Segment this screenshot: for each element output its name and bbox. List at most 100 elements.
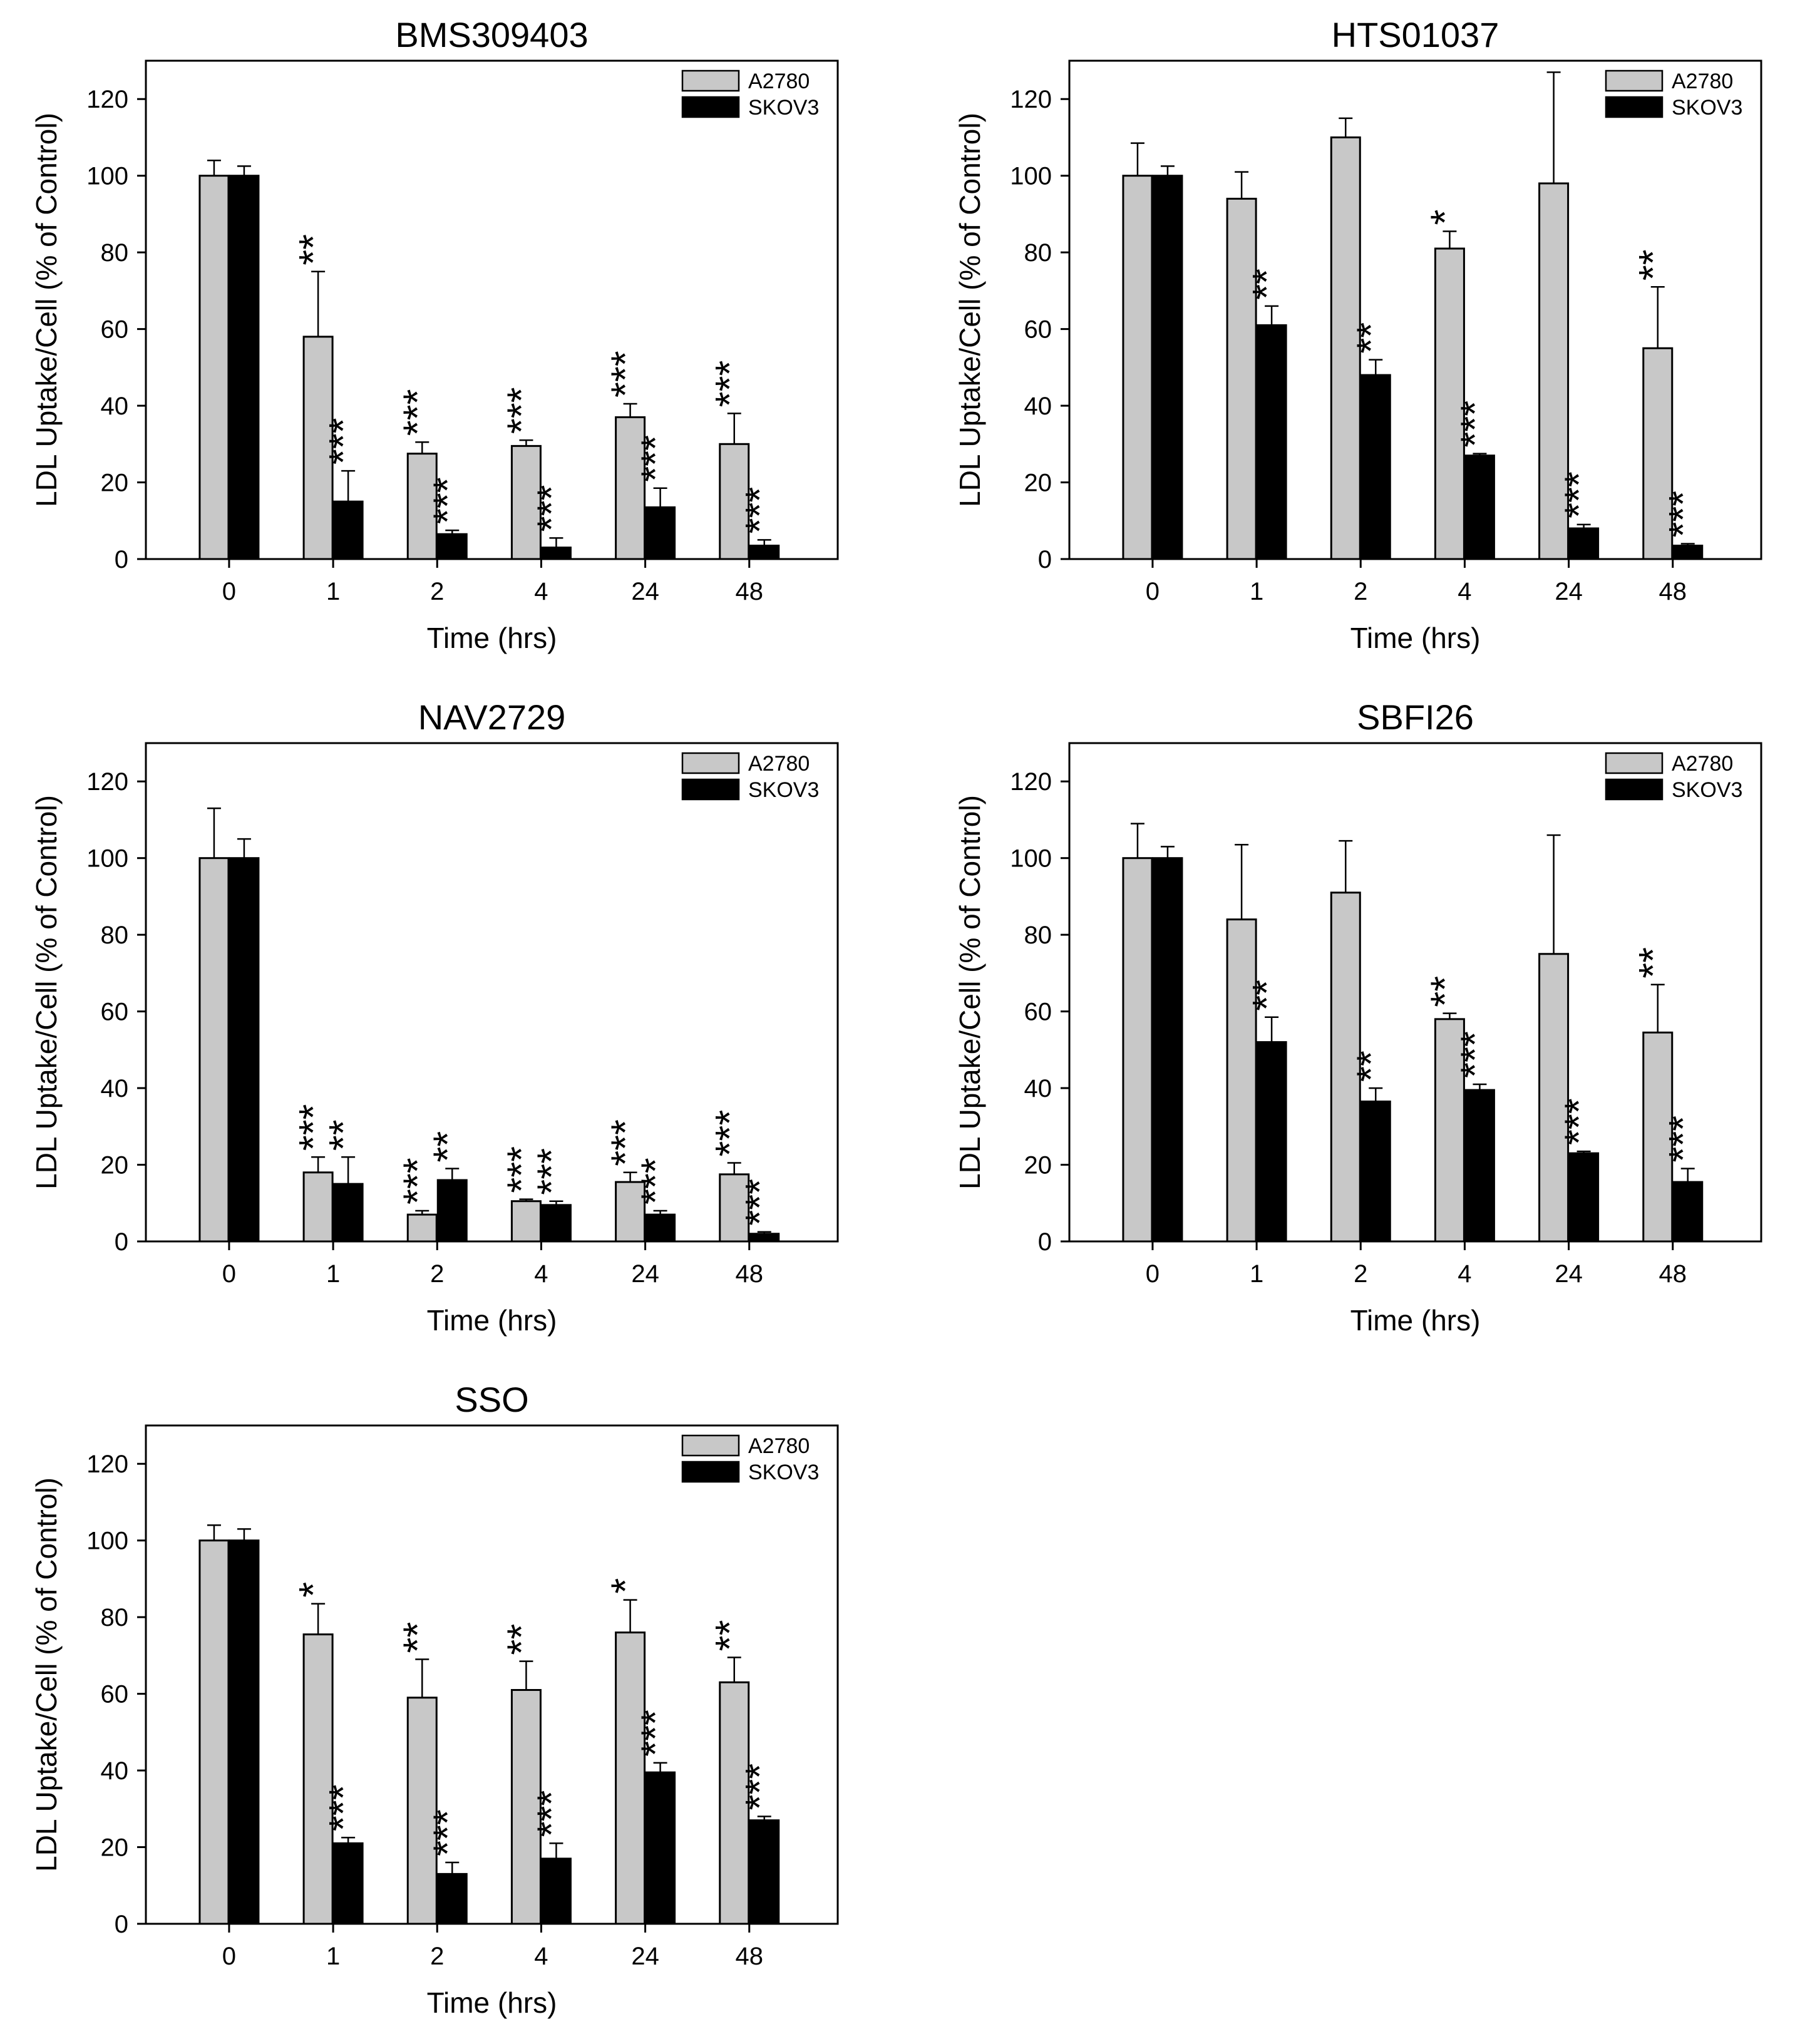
- y-axis-label: LDL Uptake/Cell (% of Control): [30, 795, 63, 1189]
- legend-swatch-skov3: [681, 778, 740, 801]
- y-tick-label: 100: [1010, 845, 1052, 873]
- x-axis-label: Time (hrs): [427, 1986, 557, 2019]
- bar-skov3: [749, 1819, 780, 1925]
- x-tick-label: 1: [1250, 578, 1263, 605]
- legend-label-a2780: A2780: [748, 1434, 810, 1458]
- bar-skov3: [645, 506, 676, 560]
- bar-a2780: [1122, 175, 1153, 560]
- bar-a2780: [406, 1697, 438, 1925]
- legend-swatch-a2780: [1605, 69, 1664, 92]
- bar-a2780: [1642, 347, 1674, 560]
- significance-stars-skov3: ***: [633, 435, 678, 482]
- legend-swatch-a2780: [681, 752, 740, 774]
- x-tick-label: 2: [430, 578, 444, 605]
- plot-frame: [1068, 59, 1762, 560]
- significance-stars-a2780: ***: [603, 351, 648, 398]
- significance-stars-skov3: ***: [1556, 1098, 1602, 1145]
- significance-stars-skov3: ***: [633, 1158, 678, 1204]
- significance-stars-skov3: ***: [633, 1710, 678, 1757]
- bar-a2780: [510, 1200, 542, 1243]
- significance-stars-skov3: ***: [424, 1809, 470, 1856]
- plot-frame: [1068, 742, 1762, 1243]
- legend-swatch-skov3: [1605, 96, 1664, 118]
- bar-a2780: [406, 453, 438, 560]
- bar-skov3: [540, 1204, 572, 1243]
- y-tick-label: 20: [101, 1834, 129, 1862]
- significance-stars-a2780: **: [394, 1622, 440, 1653]
- y-tick-label: 120: [86, 768, 128, 796]
- y-tick-label: 100: [1010, 163, 1052, 190]
- significance-stars-a2780: **: [498, 1624, 543, 1655]
- x-tick-label: 4: [1458, 1260, 1471, 1288]
- significance-stars-skov3: **: [321, 1119, 366, 1151]
- bar-skov3: [540, 547, 572, 560]
- y-tick-label: 40: [101, 1757, 129, 1785]
- x-axis-label: Time (hrs): [427, 622, 557, 654]
- bar-skov3: [1256, 1041, 1287, 1243]
- significance-stars-skov3: ***: [737, 1179, 782, 1226]
- significance-stars-skov3: ***: [321, 1785, 366, 1832]
- x-tick-label: 1: [1250, 1260, 1263, 1288]
- plot-frame: [145, 59, 839, 560]
- x-tick-label: 0: [1146, 578, 1160, 605]
- bar-skov3: [1152, 857, 1183, 1243]
- chart-title: SBFI26: [1357, 697, 1474, 737]
- bar-a2780: [1122, 857, 1153, 1243]
- y-axis-label: LDL Uptake/Cell (% of Control): [954, 113, 986, 507]
- x-axis-label: Time (hrs): [1350, 622, 1481, 654]
- significance-stars-skov3: ***: [1660, 1116, 1705, 1163]
- y-tick-label: 0: [115, 1911, 128, 1938]
- x-tick-label: 2: [430, 1260, 444, 1288]
- bar-skov3: [749, 1233, 780, 1243]
- significance-stars-a2780: **: [707, 1620, 752, 1651]
- x-axis-label: Time (hrs): [427, 1304, 557, 1337]
- significance-stars-a2780: ***: [707, 1110, 752, 1157]
- bar-skov3: [436, 1872, 468, 1925]
- x-tick-label: 4: [534, 1943, 548, 1970]
- significance-stars-skov3: ***: [1556, 471, 1602, 518]
- x-axis-label: Time (hrs): [1350, 1304, 1481, 1337]
- bar-a2780: [719, 1681, 750, 1925]
- x-tick-label: 48: [736, 1260, 764, 1288]
- bar-a2780: [1538, 953, 1570, 1243]
- plot-frame: [145, 742, 839, 1243]
- bar-a2780: [615, 1631, 646, 1925]
- bar-a2780: [302, 1171, 334, 1243]
- significance-stars-skov3: **: [1348, 322, 1393, 354]
- x-tick-label: 1: [326, 1260, 340, 1288]
- y-tick-label: 0: [115, 1228, 128, 1256]
- x-tick-label: 1: [326, 1943, 340, 1970]
- significance-stars-a2780: ***: [498, 387, 543, 434]
- bar-a2780: [1330, 891, 1361, 1243]
- bar-skov3: [1568, 527, 1600, 560]
- y-tick-label: 80: [1024, 922, 1052, 949]
- y-tick-label: 60: [101, 999, 129, 1026]
- significance-stars-skov3: ***: [737, 1764, 782, 1810]
- x-tick-label: 24: [1555, 1260, 1583, 1288]
- bar-a2780: [1538, 182, 1570, 560]
- bar-skov3: [1464, 455, 1495, 560]
- y-tick-label: 120: [86, 1451, 128, 1478]
- x-tick-label: 24: [631, 1943, 659, 1970]
- legend-label-a2780: A2780: [748, 69, 810, 93]
- significance-stars-skov3: **: [1244, 980, 1289, 1011]
- significance-stars-a2780: *: [603, 1578, 648, 1594]
- chart-title: BMS309403: [395, 15, 588, 54]
- y-tick-label: 0: [115, 546, 128, 573]
- y-tick-label: 60: [101, 1681, 129, 1708]
- y-tick-label: 80: [101, 239, 129, 267]
- x-tick-label: 48: [1659, 1260, 1687, 1288]
- bar-a2780: [719, 1173, 750, 1243]
- significance-stars-a2780: ***: [291, 1104, 336, 1151]
- y-tick-label: 100: [86, 845, 128, 873]
- bar-a2780: [198, 857, 230, 1243]
- legend-swatch-skov3: [681, 1461, 740, 1483]
- bar-skov3: [1672, 1181, 1704, 1243]
- legend-label-skov3: SKOV3: [1672, 96, 1742, 120]
- x-tick-label: 48: [1659, 578, 1687, 605]
- y-tick-label: 80: [1024, 239, 1052, 267]
- plot-frame: [145, 1424, 839, 1925]
- bar-a2780: [302, 336, 334, 560]
- y-tick-label: 100: [86, 1528, 128, 1555]
